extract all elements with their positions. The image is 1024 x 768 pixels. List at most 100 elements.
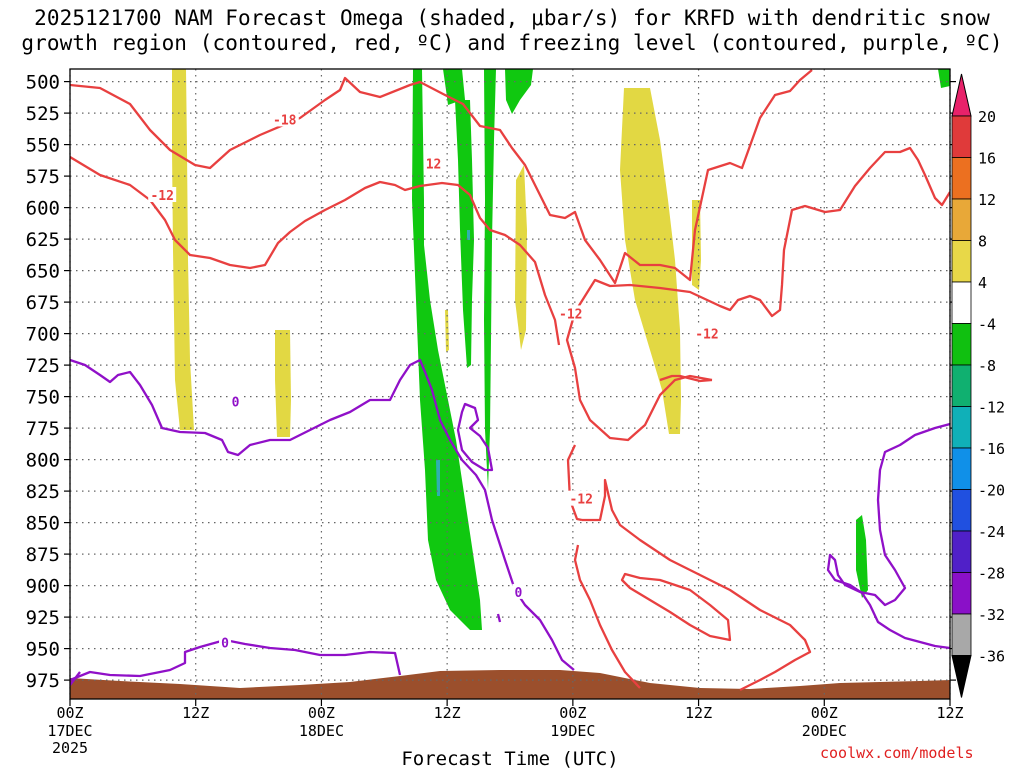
colorbar-segment [951, 240, 972, 283]
y-tick-label: 750 [26, 387, 60, 409]
colorbar-label: -36 [978, 648, 1005, 666]
temperature-label: -18 [273, 113, 297, 128]
omega-area [445, 310, 449, 352]
x-tick-label: 12Z [685, 704, 712, 722]
colorbar-label: -20 [978, 482, 1005, 500]
y-tick-label: 625 [26, 229, 60, 251]
colorbar-label: -12 [978, 399, 1005, 417]
freezing_level-label: 0 [221, 636, 229, 651]
colorbar-label: 20 [978, 108, 996, 126]
omega-shading [172, 69, 950, 630]
omega-area [467, 230, 470, 240]
colorbar-arrow-bottom [951, 655, 972, 698]
temperature-label: 12 [426, 158, 442, 173]
temperature-contour [70, 156, 561, 346]
temperature-label-bg [423, 155, 444, 171]
y-tick-label: 675 [26, 292, 60, 314]
temperature-label-bg [692, 325, 721, 341]
x-tick-label: 12Z [182, 704, 209, 722]
colorbar-segment [951, 281, 972, 324]
omega-area [275, 330, 291, 437]
temperature-label: -12 [559, 307, 582, 322]
colorbar-segment [951, 323, 972, 366]
x-date-label: 17DEC [47, 722, 92, 740]
x-tick-label: 12Z [434, 704, 461, 722]
y-tick-label: 575 [26, 166, 60, 188]
credit-text: coolwx.com/models [820, 744, 974, 762]
omega-area [515, 165, 527, 350]
freezing-level-contour [456, 402, 494, 472]
omega-area [620, 88, 681, 434]
grid [69, 69, 951, 699]
y-tick-label: 800 [26, 450, 60, 472]
contour-labels: -18 12 -12 -12 -12 -12 0 0 0 [148, 111, 721, 651]
temperature-contour [582, 478, 812, 692]
omega-area [436, 460, 440, 496]
temperature-label-bg [148, 187, 177, 202]
freezing_level-label-bg [219, 634, 232, 650]
colorbar-label: -8 [978, 357, 996, 375]
plot-frame [69, 68, 951, 700]
temperature-contour [620, 572, 732, 642]
colorbar-segment [951, 364, 972, 407]
x-axis-title: Forecast Time (UTC) [401, 748, 618, 768]
x-tick-label: 00Z [308, 704, 335, 722]
colorbar-label: -4 [978, 316, 996, 334]
colorbar-label: 12 [978, 191, 996, 209]
x-year-label: 2025 [52, 739, 88, 757]
colorbar-arrow-top [951, 73, 972, 117]
colorbar-segment [951, 489, 972, 532]
chart-title: 2025121700 NAM Forecast Omega (shaded, μ… [0, 6, 1024, 56]
x-tick-label: 00Z [56, 704, 83, 722]
y-tick-label: 950 [26, 639, 60, 661]
colorbar-segment [951, 530, 972, 573]
colorbar-segment [951, 613, 972, 656]
omega-area [484, 69, 496, 490]
x-date-label: 19DEC [550, 722, 595, 740]
omega-area [505, 69, 533, 114]
temperature-contour [659, 374, 713, 383]
colorbar-segment [951, 115, 972, 158]
y-tick-label: 825 [26, 481, 60, 503]
x-tick-label: 00Z [811, 704, 838, 722]
freezing-level-contour [70, 638, 402, 682]
freezing_level-label-bg [512, 583, 525, 599]
title-line-1: 2025121700 NAM Forecast Omega (shaded, μ… [34, 6, 990, 30]
x-tick-label: 00Z [559, 704, 586, 722]
freezing-level-contour [496, 613, 502, 623]
omega-area [455, 100, 474, 368]
colorbar-segment [951, 447, 972, 490]
y-tick-label: 725 [26, 355, 60, 377]
x-tick-label: 12Z [936, 704, 963, 722]
temperature-label-bg [556, 305, 585, 321]
temperature-label: -12 [695, 328, 718, 343]
temperature-label-bg [270, 111, 299, 127]
temperature-contour [573, 544, 641, 689]
freezing_level-label: 0 [232, 396, 240, 411]
terrain-fill [70, 670, 950, 699]
y-tick-label: 850 [26, 513, 60, 535]
axes: 500 525 550 575 600 625 650 675 700 725 750 775 800 8… [26, 68, 964, 768]
colorbar-label: -28 [978, 565, 1005, 583]
colorbar-label: 8 [978, 233, 987, 251]
y-tick-label: 500 [26, 72, 60, 94]
freezing_level-label-bg [229, 393, 242, 409]
colorbar-label: 16 [978, 150, 996, 168]
omega-area [938, 69, 950, 88]
colorbar-label: 4 [978, 274, 987, 292]
colorbar-segment [951, 572, 972, 615]
temperature-label: -12 [150, 189, 173, 204]
y-tick-label: 700 [26, 324, 60, 346]
colorbar-segment [951, 406, 972, 449]
freezing_level-label: 0 [514, 586, 522, 601]
y-tick-label: 925 [26, 607, 60, 629]
y-tick-label: 775 [26, 418, 60, 440]
omega-area [443, 69, 466, 110]
freezing-level-contour [826, 422, 950, 650]
freezing-level-contour [70, 358, 575, 671]
colorbar: 20 16 12 8 4 -4 -8 -12 -16 -20 -24 -28 -32 -36 [951, 73, 1005, 698]
temperature-contour [565, 146, 950, 442]
colorbar-label: -32 [978, 606, 1005, 624]
temperature-contour [70, 69, 813, 285]
